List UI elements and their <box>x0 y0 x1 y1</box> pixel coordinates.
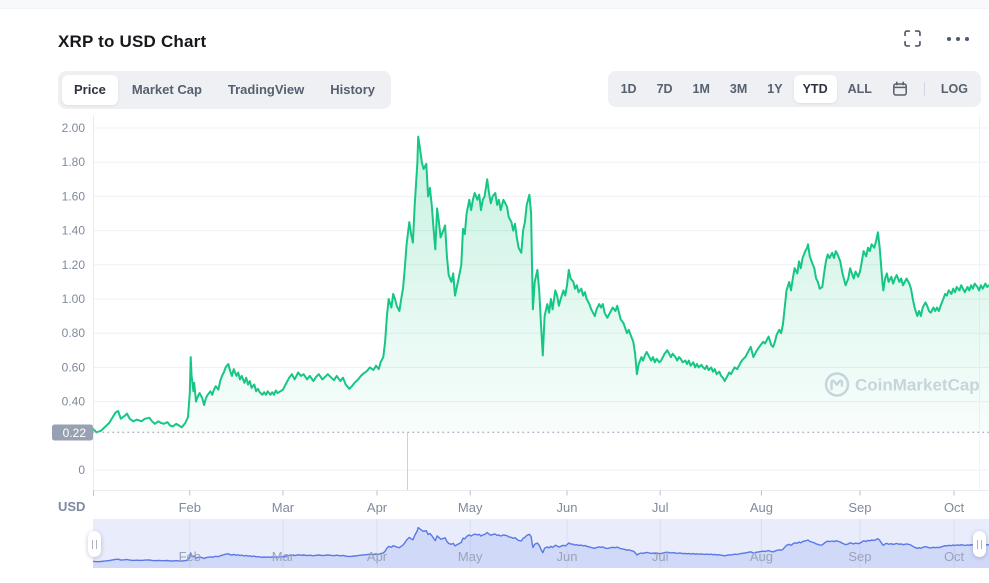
range-all[interactable]: ALL <box>839 75 881 103</box>
fullscreen-expand-icon <box>904 30 921 47</box>
current-price-badge <box>52 424 93 441</box>
drag-handle-icon <box>92 539 97 549</box>
watermark: CoinMarketCap <box>824 372 980 397</box>
tab-history[interactable]: History <box>318 75 387 105</box>
x-axis-label: Jun <box>556 500 577 515</box>
y-axis-label: 1.60 <box>62 189 86 203</box>
y-axis-label: 2.00 <box>62 121 86 135</box>
y-axis-label: 0 <box>78 463 85 477</box>
navigator-line <box>92 526 989 563</box>
page-title: XRP to USD Chart <box>58 32 207 52</box>
navigator-left-handle[interactable] <box>88 531 101 557</box>
range-ytd[interactable]: YTD <box>793 75 837 103</box>
navigator-month-label: Jun <box>556 549 577 564</box>
navigator-month-label: Jul <box>652 549 669 564</box>
top-strip <box>0 0 989 9</box>
range-7d[interactable]: 7D <box>648 75 682 103</box>
y-axis-label: 1.20 <box>62 258 86 272</box>
tab-market-cap[interactable]: Market Cap <box>120 75 214 105</box>
currency-label: USD <box>58 499 86 514</box>
navigator-month-label: Aug <box>750 549 773 564</box>
y-axis-label: 1.40 <box>62 224 86 238</box>
ellipsis-icon <box>947 36 969 41</box>
drag-handle-icon <box>977 539 982 549</box>
navigator-area-fill <box>93 527 989 568</box>
price-area-fill <box>93 136 989 433</box>
tab-tradingview[interactable]: TradingView <box>216 75 316 105</box>
navigator-month-label: Mar <box>272 549 295 564</box>
navigator-month-label: Oct <box>944 549 965 564</box>
navigator-month-label: May <box>458 549 483 564</box>
navigator-background <box>93 519 989 568</box>
range-1m[interactable]: 1M <box>684 75 719 103</box>
tab-price[interactable]: Price <box>62 75 118 105</box>
y-axis-label: 0.80 <box>62 326 86 340</box>
x-axis-label: Apr <box>367 500 388 515</box>
calendar-icon <box>892 81 907 96</box>
x-axis-label: May <box>458 500 483 515</box>
range-1y[interactable]: 1Y <box>758 75 791 103</box>
coinmarketcap-logo-icon <box>824 372 850 397</box>
fullscreen-button[interactable] <box>902 28 923 49</box>
x-axis-label: Sep <box>848 500 871 515</box>
x-axis-label: Feb <box>179 500 201 515</box>
range-3m[interactable]: 3M <box>721 75 756 103</box>
x-axis-label: Aug <box>750 500 773 515</box>
current-price-badge-label: 0.22 <box>63 426 87 440</box>
navigator-month-label: Feb <box>179 549 201 564</box>
watermark-label: CoinMarketCap <box>855 376 980 395</box>
navigator-right-handle[interactable] <box>973 531 986 557</box>
navigator-month-label: Apr <box>367 549 388 564</box>
time-range-toolbar: 1D 7D 1M 3M 1Y YTD ALL LOG <box>607 71 981 107</box>
y-axis-label: 0.60 <box>62 360 86 374</box>
navigator-month-label: Sep <box>848 549 871 564</box>
x-axis-label: Jul <box>652 500 669 515</box>
calendar-button[interactable] <box>883 76 917 102</box>
y-axis-label: 1.80 <box>62 155 86 169</box>
price-line <box>92 135 989 434</box>
more-options-button[interactable] <box>945 35 971 43</box>
x-axis-label: Mar <box>272 500 295 515</box>
y-axis-label: 0.40 <box>62 395 86 409</box>
navigator-chart[interactable]: Feb Mar Apr May Jun Jul Aug Sep Oct <box>92 519 989 568</box>
y-axis-label: 1.00 <box>62 292 86 306</box>
x-axis-label: Oct <box>944 500 965 515</box>
window-controls <box>902 28 971 49</box>
log-toggle[interactable]: LOG <box>932 75 977 103</box>
range-1d[interactable]: 1D <box>612 75 646 103</box>
toolbar-divider <box>923 82 925 96</box>
chart-type-tabs: Price Market Cap TradingView History <box>58 71 392 109</box>
